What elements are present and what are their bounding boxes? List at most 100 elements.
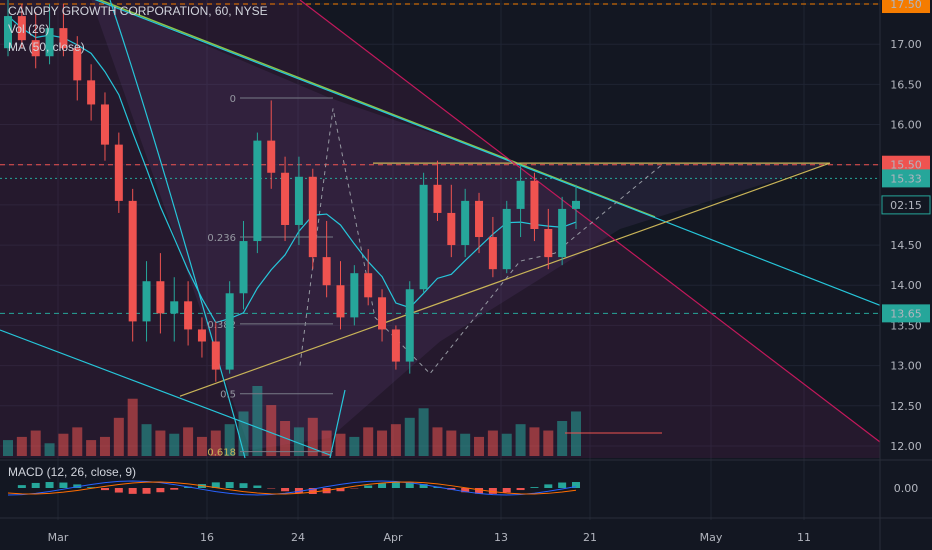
candle-body xyxy=(211,341,220,370)
candle-body xyxy=(308,176,317,258)
volume-bars xyxy=(3,386,662,456)
macd-histogram-bar xyxy=(73,484,82,488)
macd-histogram-bar xyxy=(336,488,345,492)
volume-bar xyxy=(210,430,221,456)
price-label-text: 15.50 xyxy=(890,159,922,172)
macd-histogram-bar xyxy=(59,482,68,488)
volume-bar xyxy=(44,443,55,456)
volume-bar xyxy=(377,430,388,456)
candle-body xyxy=(433,184,442,213)
signal-line xyxy=(7,481,577,495)
time-tick-label: 24 xyxy=(291,531,305,544)
candle-body xyxy=(239,241,248,294)
teal-curve-line xyxy=(109,0,246,459)
macd-histogram-bar xyxy=(391,482,400,488)
volume-bar xyxy=(571,411,581,456)
candle-body xyxy=(253,140,262,242)
time-axis[interactable]: Mar 16 24 Apr 13 21 May 11 xyxy=(48,531,811,544)
volume-bar xyxy=(196,436,207,456)
macd-histogram-bar xyxy=(31,482,40,488)
price-label-box xyxy=(882,304,930,323)
volume-bar xyxy=(321,430,332,456)
volume-bar xyxy=(58,433,69,456)
price-label-text: 02:15 xyxy=(890,199,922,212)
macd-histogram-bar xyxy=(128,488,137,494)
macd-histogram-bar xyxy=(211,482,220,488)
macd-histogram-bar xyxy=(100,488,109,491)
volume-bar xyxy=(266,405,277,456)
candle-body xyxy=(170,301,179,314)
candle-body xyxy=(516,180,525,209)
triangle-shading xyxy=(91,0,830,450)
volume-bar xyxy=(404,417,415,456)
fib-level-label: 0.5 xyxy=(220,390,236,401)
macd-histogram-bar xyxy=(544,484,553,488)
candle-body xyxy=(267,140,276,173)
volume-bar xyxy=(224,424,235,456)
time-tick-label: Mar xyxy=(48,531,69,544)
candle-body xyxy=(350,273,359,318)
volume-bar xyxy=(363,427,374,456)
candle-body xyxy=(281,172,290,225)
macd-histogram-bar xyxy=(253,485,262,488)
candle-body xyxy=(488,237,497,270)
volume-bar xyxy=(3,440,13,456)
candle-body xyxy=(17,16,26,41)
macd-histogram-bar xyxy=(558,482,567,488)
macd-legend: MACD (12, 26, close, 9) xyxy=(8,465,137,479)
candle-body xyxy=(100,104,109,145)
volume-bar xyxy=(501,433,512,456)
price-tick-label: 12.50 xyxy=(890,400,922,413)
volume-bar xyxy=(515,424,526,456)
macd-histogram-bar xyxy=(142,488,151,494)
candle-body xyxy=(59,28,68,49)
volume-bar xyxy=(113,417,124,456)
price-tick-label: 13.00 xyxy=(890,360,922,373)
macd-histogram-bar xyxy=(461,488,470,493)
falling-resistance-line xyxy=(98,0,656,218)
symbol-title: CANOPY GROWTH CORPORATION, 60, NYSE xyxy=(8,4,268,18)
candle-body xyxy=(4,16,12,49)
volume-bar xyxy=(474,436,485,456)
volume-bar xyxy=(127,398,138,456)
macd-histogram-bar xyxy=(45,482,54,488)
volume-bar xyxy=(349,436,360,456)
price-tick-label: 16.00 xyxy=(890,119,922,132)
rising-support-line xyxy=(179,162,831,397)
price-label-box xyxy=(882,0,930,14)
price-label-box xyxy=(882,155,930,174)
volume-bar xyxy=(72,427,83,456)
volume-bar xyxy=(86,440,97,456)
time-tick-label: Apr xyxy=(383,531,403,544)
volume-bar xyxy=(529,427,540,456)
candle-body xyxy=(572,200,580,209)
volume-bar xyxy=(418,408,429,456)
price-label-box xyxy=(881,195,931,215)
macd-tick-label: 0.00 xyxy=(894,482,919,495)
volume-bar xyxy=(183,427,194,456)
price-tick-label: 14.50 xyxy=(890,239,922,252)
candle-body xyxy=(544,229,553,258)
price-tick-label: 16.50 xyxy=(890,78,922,91)
macd-histogram-bar xyxy=(405,482,414,488)
time-tick-label: May xyxy=(700,531,723,544)
macd-histogram-bar xyxy=(170,488,179,490)
macd-line xyxy=(7,480,577,496)
macd-histogram-bar xyxy=(364,485,373,488)
price-tick-label: 12.00 xyxy=(890,440,922,453)
candle-body xyxy=(322,257,331,286)
macd-histogram-bar xyxy=(378,483,387,488)
candle-body xyxy=(87,80,96,105)
candle-body xyxy=(225,293,234,370)
candles xyxy=(4,0,580,382)
price-axis[interactable]: 17.5017.0016.5016.0015.5015.0014.5014.00… xyxy=(879,0,931,550)
candle-body xyxy=(419,184,428,290)
fib-level-label: 0.618 xyxy=(207,448,236,459)
macd-histogram-bar xyxy=(308,488,317,494)
macd-histogram-bar xyxy=(156,488,165,493)
macd-histogram-bar xyxy=(502,488,511,493)
volume-bar xyxy=(99,436,110,456)
candle-body xyxy=(156,281,165,314)
